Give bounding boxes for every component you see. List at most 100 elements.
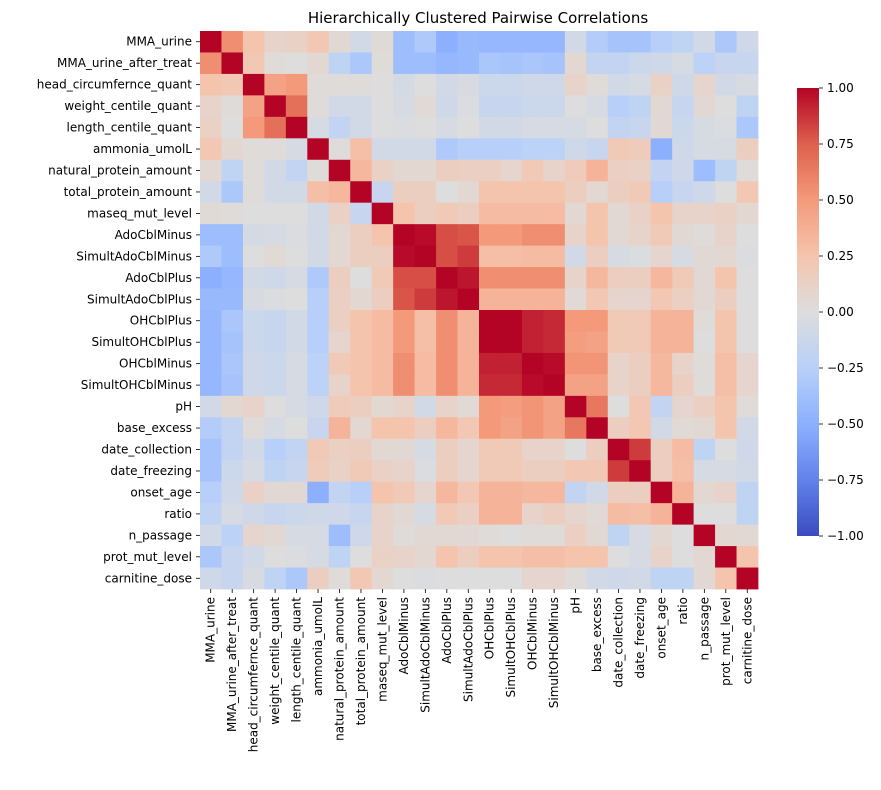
heatmap-cell bbox=[543, 288, 566, 311]
x-tick-label: AdoCblPlus bbox=[440, 597, 454, 664]
heatmap-cell bbox=[436, 95, 458, 118]
heatmap-cell bbox=[715, 267, 737, 289]
heatmap-cell bbox=[457, 73, 480, 96]
heatmap-cell bbox=[371, 181, 394, 204]
heatmap-cell bbox=[328, 481, 351, 504]
heatmap-cell bbox=[693, 181, 716, 204]
heatmap-cell bbox=[414, 481, 437, 504]
heatmap-cell bbox=[629, 181, 652, 204]
heatmap-cell bbox=[200, 481, 222, 504]
heatmap-cell bbox=[672, 159, 695, 182]
heatmap-cell bbox=[221, 395, 244, 418]
heatmap-cell bbox=[564, 202, 587, 225]
heatmap-cell bbox=[457, 245, 480, 268]
heatmap-cell bbox=[393, 417, 416, 440]
x-tick-label: OHCblPlus bbox=[483, 597, 497, 659]
heatmap-cell bbox=[521, 503, 544, 526]
heatmap-cell bbox=[672, 310, 695, 332]
heatmap-cell bbox=[350, 310, 373, 332]
heatmap-cell bbox=[672, 460, 695, 483]
heatmap-cell bbox=[650, 481, 673, 504]
heatmap-cell bbox=[457, 524, 480, 547]
heatmap-cell bbox=[242, 310, 265, 332]
heatmap-cell bbox=[564, 224, 587, 247]
heatmap-cell bbox=[350, 524, 373, 547]
heatmap-cell bbox=[307, 546, 330, 568]
heatmap-cell bbox=[479, 116, 501, 139]
heatmap-cell bbox=[242, 352, 265, 375]
heatmap-cell bbox=[521, 546, 544, 568]
heatmap-cell bbox=[715, 116, 737, 139]
heatmap-cell bbox=[328, 503, 351, 526]
heatmap-cell bbox=[672, 245, 695, 268]
heatmap-cell bbox=[436, 546, 458, 568]
heatmap-cell bbox=[264, 181, 287, 204]
heatmap-cell bbox=[736, 417, 759, 440]
heatmap-cell bbox=[371, 224, 394, 247]
heatmap-cell bbox=[242, 159, 265, 182]
heatmap-cell bbox=[264, 460, 287, 483]
heatmap-cell bbox=[479, 245, 501, 268]
heatmap-cell bbox=[328, 159, 351, 182]
heatmap-cell bbox=[543, 202, 566, 225]
heatmap-cell bbox=[414, 546, 437, 568]
y-tick-label: ratio bbox=[164, 507, 192, 521]
heatmap-cell bbox=[521, 95, 544, 118]
heatmap-cell bbox=[371, 524, 394, 547]
heatmap-cell bbox=[371, 116, 394, 139]
heatmap-cell bbox=[350, 460, 373, 483]
heatmap-cell bbox=[715, 460, 737, 483]
heatmap-cell bbox=[200, 567, 222, 590]
heatmap-cell bbox=[586, 460, 609, 483]
heatmap-cell bbox=[543, 138, 566, 161]
heatmap-cell bbox=[607, 95, 630, 118]
heatmap-cell bbox=[693, 116, 716, 139]
heatmap-cell bbox=[672, 481, 695, 504]
heatmap-cells bbox=[200, 31, 759, 590]
heatmap-cell bbox=[200, 331, 222, 354]
heatmap-cell bbox=[586, 202, 609, 225]
heatmap-cell bbox=[736, 395, 759, 418]
heatmap-cell bbox=[672, 202, 695, 225]
heatmap-cell bbox=[264, 52, 287, 75]
heatmap-cell bbox=[650, 310, 673, 332]
heatmap-cell bbox=[479, 331, 501, 354]
heatmap-cell bbox=[650, 245, 673, 268]
heatmap-cell bbox=[607, 52, 630, 75]
heatmap-cell bbox=[650, 181, 673, 204]
heatmap-cell bbox=[393, 95, 416, 118]
heatmap-cell bbox=[221, 181, 244, 204]
heatmap-cell bbox=[285, 352, 308, 375]
heatmap-cell bbox=[264, 546, 287, 568]
heatmap-cell bbox=[479, 288, 501, 311]
heatmap-cell bbox=[264, 503, 287, 526]
x-tick-label: total_protein_amount bbox=[354, 597, 368, 726]
y-tick-label: MMA_urine bbox=[126, 35, 192, 49]
heatmap-cell bbox=[242, 503, 265, 526]
y-tick-label: total_protein_amount bbox=[64, 185, 193, 199]
heatmap-cell bbox=[414, 159, 437, 182]
x-axis-labels: MMA_urine MMA_urine_after_treat head_circu… bbox=[204, 589, 754, 752]
heatmap-cell bbox=[242, 95, 265, 118]
x-tick-label: length_centile_quant bbox=[290, 597, 304, 723]
heatmap-cell bbox=[436, 245, 458, 268]
heatmap-cell bbox=[350, 567, 373, 590]
heatmap-cell bbox=[693, 52, 716, 75]
heatmap-cell bbox=[736, 116, 759, 139]
y-tick-label: ammonia_umolL bbox=[93, 142, 192, 156]
heatmap-cell bbox=[629, 267, 652, 289]
heatmap-cell bbox=[586, 567, 609, 590]
heatmap-cell bbox=[479, 438, 501, 461]
heatmap-cell bbox=[242, 460, 265, 483]
heatmap-cell bbox=[285, 52, 308, 75]
heatmap-cell bbox=[350, 395, 373, 418]
heatmap-cell bbox=[715, 52, 737, 75]
heatmap-cell bbox=[607, 417, 630, 440]
heatmap-cell bbox=[693, 503, 716, 526]
heatmap-cell bbox=[350, 352, 373, 375]
heatmap-cell bbox=[200, 224, 222, 247]
heatmap-cell bbox=[221, 567, 244, 590]
heatmap-cell bbox=[543, 503, 566, 526]
heatmap-cell bbox=[242, 52, 265, 75]
heatmap-cell bbox=[242, 524, 265, 547]
